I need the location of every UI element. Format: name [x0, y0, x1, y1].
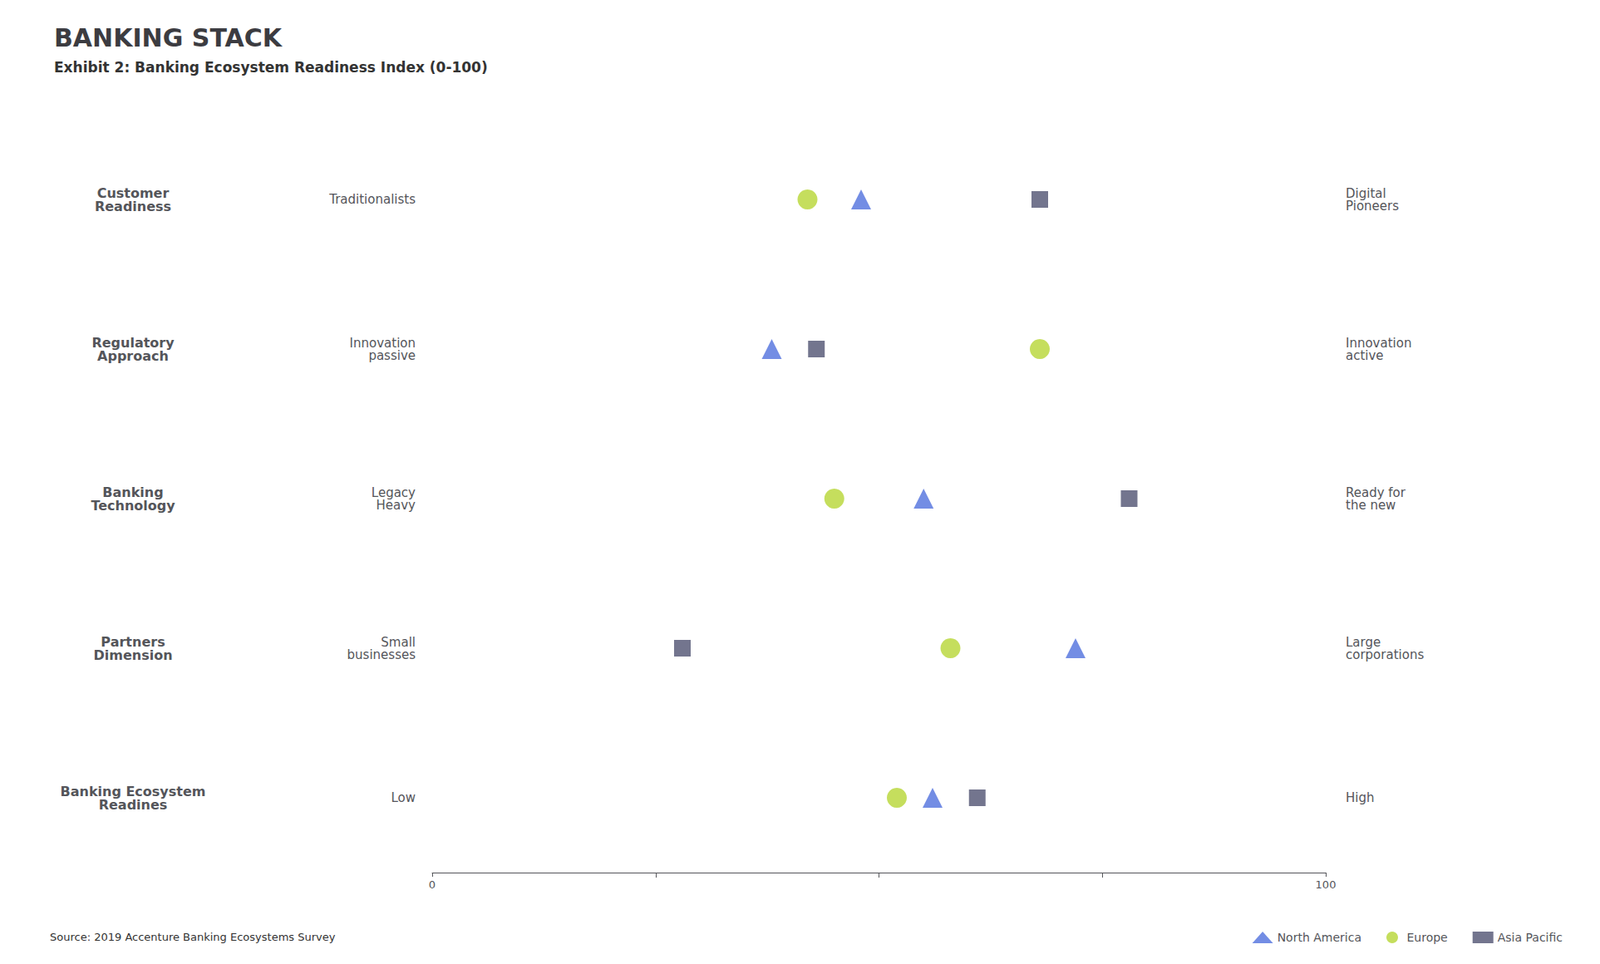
svg-text:Europe: Europe — [1406, 930, 1448, 945]
svg-text:Technology: Technology — [90, 497, 176, 514]
svg-text:Banking: Banking — [102, 484, 164, 500]
svg-text:Source: 2019 Accenture Banking: Source: 2019 Accenture Banking Ecosystem… — [49, 930, 336, 944]
svg-text:the new: the new — [1345, 497, 1396, 513]
svg-text:Partners: Partners — [100, 633, 166, 650]
svg-text:Dimension: Dimension — [93, 647, 173, 664]
svg-text:Innovation: Innovation — [1345, 335, 1412, 351]
svg-text:Ready for: Ready for — [1345, 484, 1406, 500]
svg-text:Readiness: Readiness — [94, 198, 172, 215]
svg-text:Exhibit 2: Banking Ecosystem R: Exhibit 2: Banking Ecosystem Readiness I… — [54, 59, 488, 76]
svg-text:Asia Pacific: Asia Pacific — [1497, 930, 1563, 945]
svg-text:Approach: Approach — [97, 348, 169, 365]
svg-text:active: active — [1345, 348, 1384, 364]
svg-text:Pioneers: Pioneers — [1345, 198, 1399, 214]
svg-text:North America: North America — [1277, 930, 1362, 945]
svg-text:Innovation: Innovation — [349, 335, 416, 351]
svg-text:Customer: Customer — [96, 184, 170, 201]
svg-text:Legacy: Legacy — [371, 484, 416, 500]
svg-text:Large: Large — [1345, 634, 1381, 650]
svg-text:100: 100 — [1315, 878, 1337, 892]
svg-text:Readines: Readines — [98, 797, 168, 813]
svg-text:Banking Ecosystem: Banking Ecosystem — [60, 783, 206, 800]
svg-text:Regulatory: Regulatory — [91, 334, 175, 351]
svg-text:0: 0 — [428, 878, 436, 892]
svg-text:passive: passive — [368, 348, 416, 364]
svg-text:Low: Low — [390, 790, 416, 806]
svg-text:BANKING STACK: BANKING STACK — [54, 23, 284, 53]
svg-text:Heavy: Heavy — [376, 497, 417, 513]
svg-text:Small: Small — [380, 634, 416, 650]
svg-text:businesses: businesses — [347, 647, 417, 663]
svg-text:High: High — [1345, 790, 1374, 806]
svg-text:Traditionalists: Traditionalists — [328, 192, 416, 207]
svg-text:corporations: corporations — [1345, 647, 1424, 663]
svg-text:Digital: Digital — [1345, 185, 1387, 201]
